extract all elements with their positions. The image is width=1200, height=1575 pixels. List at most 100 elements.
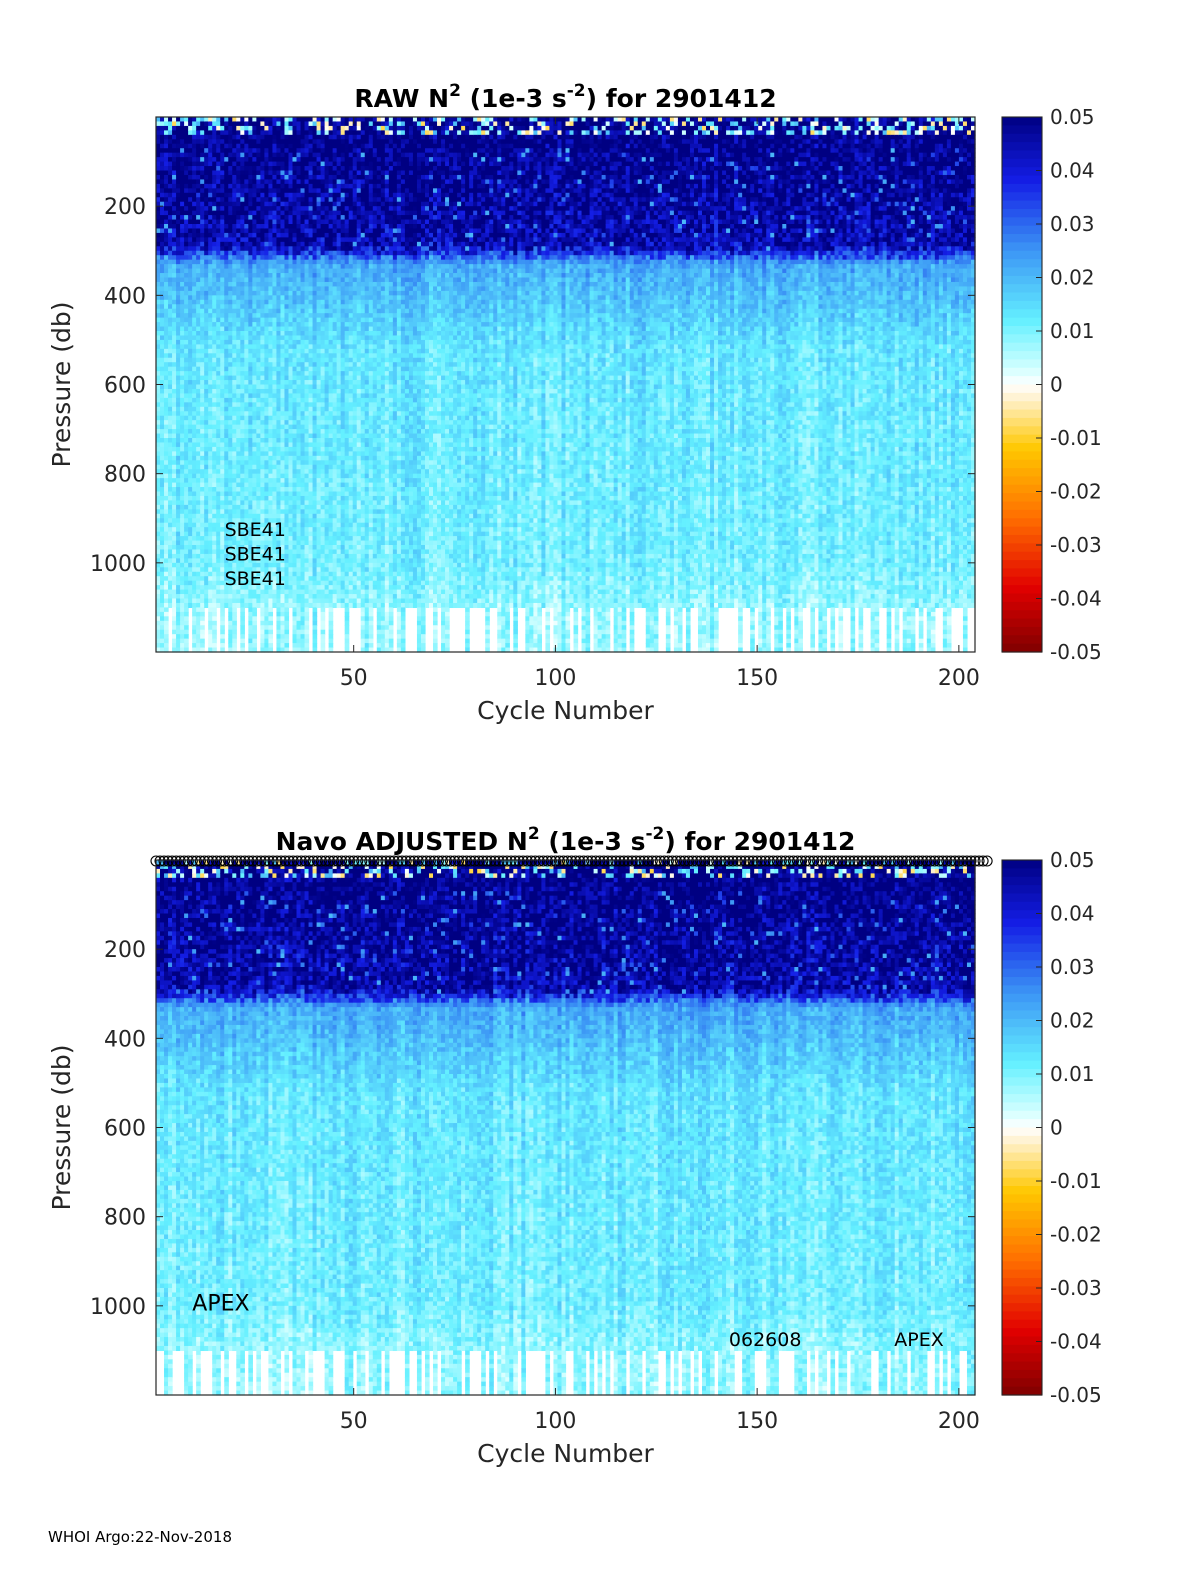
- heatmap-cell: [172, 611, 177, 617]
- heatmap-cell: [296, 634, 302, 640]
- heatmap-cell: [232, 215, 237, 221]
- heatmap-cell: [204, 531, 209, 537]
- heatmap-cell: [200, 286, 205, 292]
- heatmap-cell: [276, 438, 282, 444]
- heatmap-cell: [300, 429, 306, 435]
- heatmap-cell: [192, 487, 197, 493]
- heatmap-cell: [208, 388, 213, 395]
- heatmap-cell: [192, 460, 197, 466]
- heatmap-cell: [168, 482, 173, 488]
- heatmap-cell: [232, 210, 237, 216]
- heatmap-cell: [280, 411, 286, 417]
- heatmap-cell: [268, 295, 274, 301]
- heatmap-cell: [272, 206, 278, 212]
- heatmap-cell: [192, 210, 197, 216]
- heatmap-cell: [268, 139, 274, 145]
- heatmap-cell: [224, 152, 229, 158]
- heatmap-cell: [172, 170, 177, 176]
- heatmap-cell: [196, 268, 201, 274]
- heatmap-cell: [164, 518, 169, 524]
- heatmap-cell: [252, 616, 257, 622]
- heatmap-cell: [220, 558, 225, 564]
- heatmap-cell: [276, 643, 282, 649]
- heatmap-cell: [180, 161, 185, 167]
- heatmap-cell: [256, 522, 261, 528]
- heatmap-cell: [236, 371, 241, 377]
- heatmap-cell: [276, 241, 282, 247]
- heatmap-cell: [288, 553, 294, 559]
- heatmap-cell: [248, 482, 253, 488]
- heatmap-cell: [268, 567, 274, 573]
- heatmap-cell: [200, 241, 205, 247]
- heatmap-cell: [240, 607, 245, 613]
- heatmap-cell: [320, 527, 326, 533]
- heatmap-cell: [320, 473, 326, 479]
- heatmap-cell: [304, 130, 310, 136]
- heatmap-cell: [308, 348, 314, 354]
- heatmap-cell: [160, 326, 165, 332]
- heatmap-cell: [228, 268, 233, 274]
- heatmap-cell: [268, 117, 274, 123]
- heatmap-cell: [312, 161, 318, 167]
- heatmap-cell: [212, 406, 217, 412]
- heatmap-cell: [216, 331, 221, 337]
- heatmap-cell: [172, 397, 177, 403]
- heatmap-cell: [228, 411, 233, 417]
- heatmap-cell: [260, 170, 265, 176]
- heatmap-cell: [256, 250, 261, 256]
- heatmap-cell: [296, 313, 302, 319]
- heatmap-cell: [188, 259, 193, 265]
- heatmap-cell: [220, 562, 225, 568]
- heatmap-cell: [232, 629, 237, 635]
- heatmap-cell: [312, 620, 318, 626]
- heatmap-cell: [264, 121, 270, 127]
- heatmap-cell: [208, 594, 213, 600]
- heatmap-cell: [156, 429, 161, 435]
- heatmap-cell: [228, 598, 233, 604]
- heatmap-cell: [268, 429, 274, 435]
- heatmap-cell: [296, 237, 302, 243]
- heatmap-cell: [244, 170, 249, 176]
- heatmap-cell: [192, 558, 197, 564]
- heatmap-cell: [244, 246, 249, 252]
- heatmap-cell: [256, 464, 261, 470]
- heatmap-cell: [284, 402, 290, 408]
- heatmap-cell: [228, 215, 233, 221]
- heatmap-cell: [252, 134, 257, 140]
- heatmap-cell: [280, 228, 286, 234]
- heatmap-cell: [288, 290, 294, 296]
- heatmap-cell: [240, 451, 245, 457]
- heatmap-cell: [308, 375, 314, 381]
- heatmap-cell: [188, 371, 193, 377]
- heatmap-cell: [300, 295, 306, 301]
- heatmap-cell: [280, 500, 286, 506]
- heatmap-cell: [272, 117, 278, 123]
- heatmap-cell: [164, 531, 169, 537]
- heatmap-cell: [296, 290, 302, 296]
- heatmap-cell: [192, 594, 197, 600]
- heatmap-cell: [248, 317, 253, 323]
- heatmap-cell: [236, 420, 241, 426]
- heatmap-cell: [260, 201, 265, 207]
- heatmap-cell: [272, 331, 278, 337]
- heatmap-cell: [276, 558, 282, 564]
- heatmap-cell: [252, 495, 257, 502]
- heatmap-cell: [252, 464, 257, 470]
- heatmap-cell: [176, 545, 181, 551]
- heatmap-cell: [292, 259, 298, 265]
- heatmap-cell: [156, 531, 161, 537]
- heatmap-cell: [236, 429, 241, 435]
- heatmap-cell: [316, 513, 322, 519]
- heatmap-cell: [304, 371, 310, 377]
- heatmap-cell: [200, 433, 205, 439]
- heatmap-cell: [240, 625, 245, 631]
- heatmap-cell: [280, 607, 286, 613]
- heatmap-cell: [252, 549, 257, 555]
- heatmap-cell: [192, 250, 197, 256]
- heatmap-cell: [220, 264, 225, 270]
- heatmap-cell: [220, 197, 225, 203]
- heatmap-cell: [228, 299, 233, 305]
- heatmap-cell: [292, 487, 298, 493]
- heatmap-cell: [232, 157, 237, 163]
- heatmap-cell: [212, 420, 217, 426]
